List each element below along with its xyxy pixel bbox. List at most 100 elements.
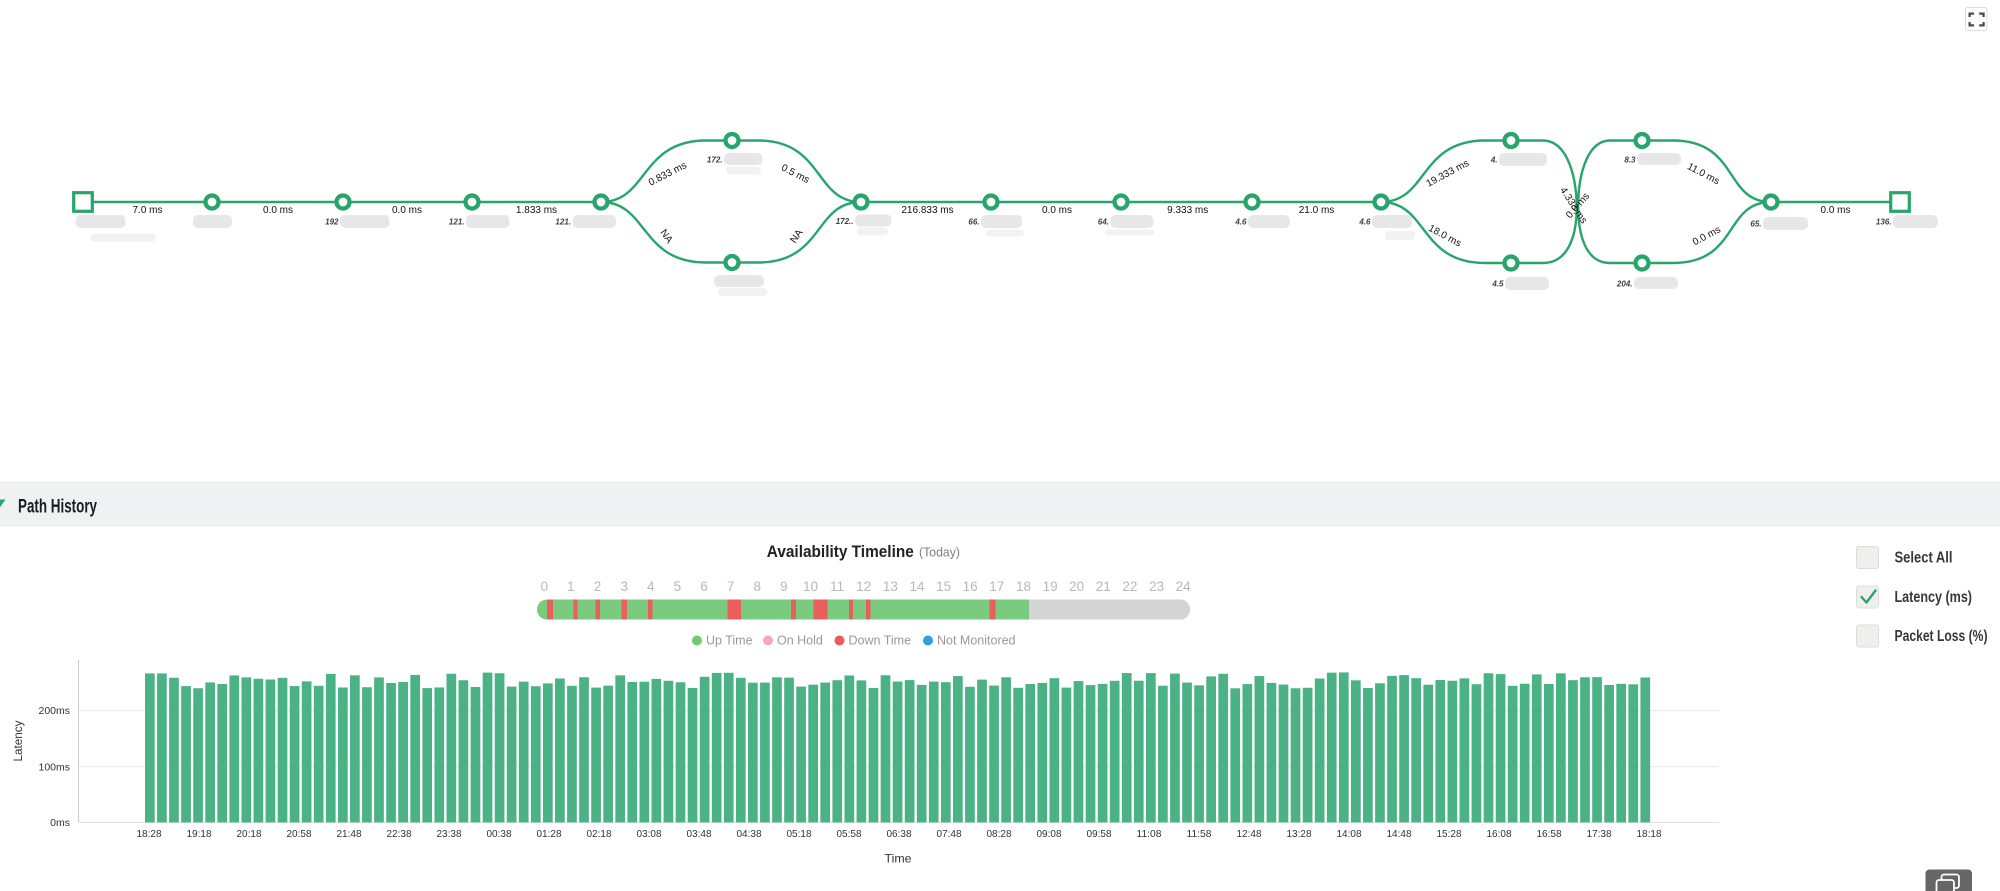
svg-text:0.5 ms: 0.5 ms [779, 163, 811, 186]
svg-text:136.: 136. [1876, 218, 1892, 227]
svg-text:7: 7 [727, 579, 735, 594]
svg-text:03:48: 03:48 [687, 828, 712, 840]
svg-text:09:08: 09:08 [1037, 828, 1062, 840]
svg-text:23: 23 [1149, 579, 1164, 594]
svg-text:Latency: Latency [11, 721, 25, 762]
svg-text:17: 17 [989, 579, 1004, 594]
svg-text:17:38: 17:38 [1587, 828, 1612, 840]
svg-text:5: 5 [674, 579, 682, 594]
svg-text:3: 3 [620, 579, 628, 594]
svg-text:7.0 ms: 7.0 ms [132, 205, 162, 216]
svg-text:16: 16 [963, 579, 978, 594]
svg-text:Not Monitored: Not Monitored [937, 634, 1016, 648]
svg-text:4.6: 4.6 [1234, 218, 1247, 227]
svg-text:192: 192 [325, 218, 339, 227]
svg-text:Latency (ms): Latency (ms) [1895, 589, 1973, 606]
svg-text:Path History: Path History [18, 497, 97, 518]
svg-text:4: 4 [647, 579, 655, 594]
svg-text:05:18: 05:18 [787, 828, 812, 840]
svg-text:Packet Loss (%): Packet Loss (%) [1895, 628, 1988, 645]
svg-text:4.: 4. [1490, 156, 1498, 165]
svg-text:21:48: 21:48 [337, 828, 362, 840]
svg-text:18.0 ms: 18.0 ms [1426, 223, 1463, 249]
svg-text:Down Time: Down Time [849, 634, 912, 648]
svg-text:14: 14 [909, 579, 925, 594]
svg-text:0.0 ms: 0.0 ms [263, 205, 293, 216]
svg-text:10: 10 [803, 579, 818, 594]
svg-text:121.: 121. [555, 218, 571, 227]
svg-text:08:28: 08:28 [987, 828, 1012, 840]
svg-text:1: 1 [567, 579, 575, 594]
svg-text:15:28: 15:28 [1437, 828, 1462, 840]
svg-text:(Today): (Today) [919, 546, 960, 560]
svg-text:11:58: 11:58 [1187, 828, 1212, 840]
svg-text:18: 18 [1016, 579, 1031, 594]
svg-text:03:08: 03:08 [637, 828, 662, 840]
svg-text:0.0 ms: 0.0 ms [392, 205, 422, 216]
svg-text:200ms: 200ms [38, 705, 70, 717]
svg-text:16:08: 16:08 [1487, 828, 1512, 840]
svg-text:11.0 ms: 11.0 ms [1685, 161, 1721, 187]
svg-text:01:28: 01:28 [537, 828, 562, 840]
svg-text:6: 6 [700, 579, 708, 594]
svg-text:172.: 172. [707, 156, 723, 165]
svg-text:21.0 ms: 21.0 ms [1299, 205, 1335, 216]
svg-text:19: 19 [1043, 579, 1058, 594]
svg-text:121.: 121. [449, 218, 465, 227]
svg-text:11: 11 [830, 579, 844, 594]
svg-text:1.833 ms: 1.833 ms [516, 205, 557, 216]
svg-text:4.6: 4.6 [1358, 218, 1371, 227]
svg-text:14:08: 14:08 [1337, 828, 1362, 840]
svg-text:Availability Timeline: Availability Timeline [767, 543, 914, 561]
svg-text:00:38: 00:38 [487, 828, 512, 840]
svg-text:06:38: 06:38 [887, 828, 912, 840]
svg-text:0.0 ms: 0.0 ms [1691, 224, 1723, 248]
svg-text:204.: 204. [1616, 280, 1633, 289]
svg-text:22:38: 22:38 [387, 828, 412, 840]
svg-text:04:38: 04:38 [737, 828, 762, 840]
svg-text:4.5: 4.5 [1491, 280, 1504, 289]
svg-text:16:58: 16:58 [1537, 828, 1562, 840]
svg-text:66.: 66. [968, 218, 979, 227]
svg-text:Up Time: Up Time [706, 634, 753, 648]
svg-text:8: 8 [754, 579, 762, 594]
svg-text:18:28: 18:28 [137, 828, 162, 840]
svg-text:13:28: 13:28 [1287, 828, 1312, 840]
svg-text:12:48: 12:48 [1237, 828, 1262, 840]
svg-text:Select All: Select All [1895, 550, 1953, 567]
svg-text:2: 2 [594, 579, 602, 594]
svg-text:9.333 ms: 9.333 ms [1167, 205, 1208, 216]
svg-text:15: 15 [936, 579, 951, 594]
svg-text:19:18: 19:18 [187, 828, 212, 840]
svg-text:172..: 172.. [836, 217, 854, 226]
svg-text:0ms: 0ms [50, 817, 70, 829]
svg-text:09:58: 09:58 [1087, 828, 1112, 840]
svg-text:9: 9 [780, 579, 788, 594]
svg-text:On Hold: On Hold [777, 634, 823, 648]
svg-text:20:58: 20:58 [287, 828, 312, 840]
svg-text:24: 24 [1176, 579, 1192, 594]
svg-text:23:38: 23:38 [437, 828, 462, 840]
svg-text:20:18: 20:18 [237, 828, 262, 840]
svg-text:0: 0 [541, 579, 549, 594]
svg-text:02:18: 02:18 [587, 828, 612, 840]
svg-text:64.: 64. [1098, 218, 1109, 227]
svg-text:14:48: 14:48 [1387, 828, 1412, 840]
svg-text:18:18: 18:18 [1637, 828, 1662, 840]
svg-text:0.0 ms: 0.0 ms [1820, 205, 1850, 216]
svg-text:21: 21 [1096, 579, 1111, 594]
svg-text:20: 20 [1069, 579, 1084, 594]
svg-text:05:58: 05:58 [837, 828, 862, 840]
svg-text:13: 13 [883, 579, 898, 594]
svg-text:Time: Time [885, 852, 912, 866]
svg-text:100ms: 100ms [38, 761, 70, 773]
svg-text:NA: NA [788, 227, 805, 245]
svg-text:11:08: 11:08 [1137, 828, 1162, 840]
svg-text:0.0 ms: 0.0 ms [1042, 205, 1072, 216]
svg-text:216.833 ms: 216.833 ms [901, 205, 953, 216]
svg-text:07:48: 07:48 [937, 828, 962, 840]
svg-text:65.: 65. [1750, 220, 1761, 229]
svg-text:12: 12 [856, 579, 871, 594]
svg-text:8.3: 8.3 [1624, 156, 1636, 165]
svg-text:22: 22 [1122, 579, 1137, 594]
